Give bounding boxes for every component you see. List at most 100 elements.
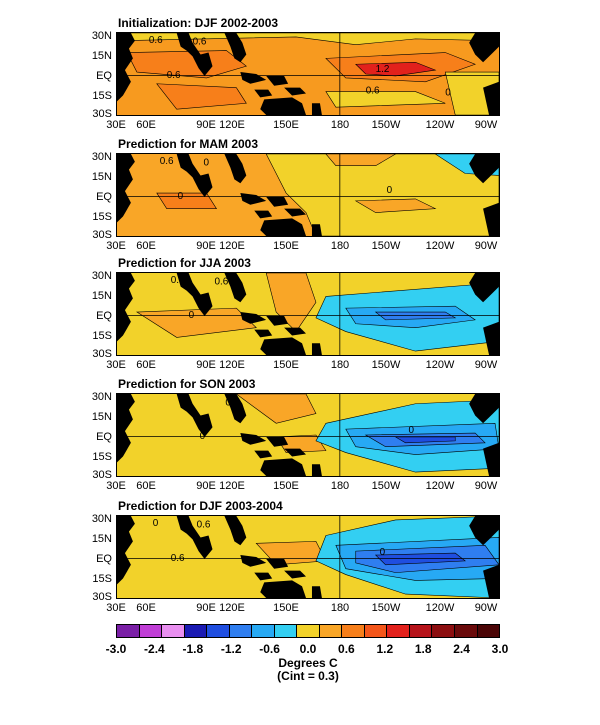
panel-title: Initialization: DJF 2002-2003 [118, 16, 279, 30]
longitude-label: 30E [106, 240, 126, 252]
longitude-label: 30E [106, 119, 126, 131]
contour-label: 0.6 [171, 553, 185, 564]
land-mass [254, 450, 273, 459]
colorbar-tick-label: -1.8 [182, 642, 204, 656]
anomaly-region [325, 154, 397, 167]
land-mass [266, 315, 289, 326]
land-mass [483, 321, 499, 355]
longitude-label: 180 [330, 119, 350, 131]
colorbar-tick-label: -3.0 [105, 642, 127, 656]
longitude-label: 60E [136, 119, 156, 131]
colorbar-swatch [162, 625, 185, 637]
colorbar [116, 624, 500, 638]
land-mass [284, 570, 307, 579]
contour-label: 0.6 [160, 156, 174, 167]
longitude-label: 30E [106, 602, 126, 614]
map-panel: 0 0.6 0.6 0 [116, 515, 500, 599]
land-mass [240, 433, 267, 445]
colorbar-tick-label: -2.4 [144, 642, 165, 656]
land-mass [117, 273, 135, 342]
latitude-label: 30N [91, 391, 112, 404]
colorbar-swatch [432, 625, 455, 637]
contour-label: 0 [408, 425, 414, 436]
colorbar-tick-label: 3.0 [491, 642, 509, 656]
land-mass [260, 458, 307, 476]
latitude-label: 15N [91, 290, 112, 303]
anomaly-region [156, 83, 247, 110]
colorbar-swatch [409, 625, 433, 637]
latitude-label: EQ [96, 190, 112, 203]
contour-label: 0 [178, 191, 184, 202]
land-mass [311, 343, 322, 355]
land-mass [176, 154, 213, 197]
latitude-label: EQ [96, 69, 112, 82]
land-mass [311, 464, 322, 476]
land-mass [224, 154, 247, 184]
longitude-label: 150W [371, 119, 401, 131]
land-mass [284, 448, 307, 457]
longitude-label: 120W [425, 240, 455, 252]
colorbar-swatch [342, 625, 365, 637]
longitude-label: 120E [219, 359, 245, 371]
colorbar-swatch [364, 625, 388, 637]
land-mass [483, 442, 499, 476]
longitude-label: 60E [136, 602, 156, 614]
longitude-label: 120W [425, 119, 455, 131]
land-mass [224, 394, 247, 424]
longitude-label: 150W [371, 359, 401, 371]
longitude-label: 90E [196, 359, 216, 371]
colorbar-swatch [229, 625, 253, 637]
longitude-label: 120E [219, 602, 245, 614]
longitude-label: 120W [425, 480, 455, 492]
land-mass [469, 394, 499, 424]
land-mass [311, 103, 322, 115]
land-mass [117, 516, 135, 585]
land-mass [483, 202, 499, 236]
land-mass [266, 75, 289, 86]
colorbar-tick-label: 0.6 [338, 642, 355, 656]
contour-label: 0 [387, 185, 393, 196]
land-mass [240, 555, 267, 567]
anomaly-region [444, 71, 499, 115]
longitude-label: 150W [371, 240, 401, 252]
longitude-label: 150W [371, 480, 401, 492]
land-mass [176, 394, 213, 437]
anomaly-region [325, 91, 446, 108]
contour-label: 0 [153, 518, 159, 529]
longitude-label: 150E [273, 119, 299, 131]
longitude-label: 120W [425, 359, 455, 371]
colorbar-swatch [387, 625, 410, 637]
land-mass [260, 580, 307, 598]
land-mass [266, 436, 289, 447]
land-mass [469, 516, 499, 546]
land-mass [240, 312, 267, 324]
land-mass [483, 81, 499, 115]
contour-label: 0 [182, 396, 188, 407]
colorbar-swatch [477, 625, 500, 637]
longitude-label: 90W [474, 359, 498, 371]
colorbar-tick-label: -1.2 [220, 642, 242, 656]
contour-label: 0.6 [149, 35, 163, 46]
land-mass [260, 337, 307, 355]
latitude-label: 30N [91, 270, 112, 283]
contour-label: 0 [189, 310, 195, 321]
longitude-label: 60E [136, 240, 156, 252]
land-mass [266, 196, 289, 207]
colorbar-swatch [207, 625, 230, 637]
latitude-label: 30S [92, 469, 112, 482]
land-mass [176, 33, 213, 76]
land-mass [224, 33, 247, 63]
land-mass [240, 72, 267, 84]
longitude-label: 150E [273, 480, 299, 492]
longitude-label: 150E [273, 602, 299, 614]
contour-label: 0.6 [193, 37, 207, 48]
longitude-label: 180 [330, 602, 350, 614]
colorbar-swatch [252, 625, 275, 637]
land-mass [117, 394, 135, 463]
land-mass [469, 33, 499, 63]
land-mass [284, 327, 307, 336]
contour-label: 0 [445, 88, 451, 99]
colorbar-swatch [184, 625, 208, 637]
latitude-label: 30N [91, 151, 112, 164]
contour-label: 0 [200, 431, 206, 442]
